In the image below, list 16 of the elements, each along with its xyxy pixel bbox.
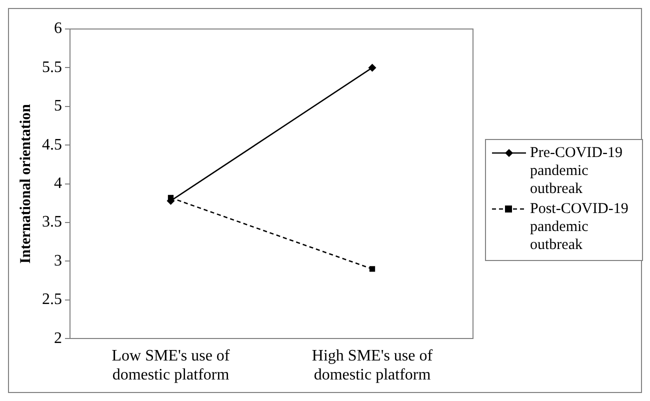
y-tick-label: 5.5: [42, 58, 62, 76]
y-tick-label: 3.5: [42, 214, 62, 231]
y-tick-label: 2.5: [42, 291, 62, 308]
legend-label: Post-COVID-19 pandemic outbreak: [530, 200, 630, 254]
y-tick-label: 4.5: [42, 136, 62, 154]
point: [368, 64, 376, 72]
y-tick-label: 4: [54, 175, 62, 192]
legend-label: Pre-COVID-19 pandemic outbreak: [530, 144, 624, 198]
y-tick-label: 5: [54, 98, 62, 115]
y-axis-title: International orientation: [18, 103, 34, 264]
y-tick-label: 3: [54, 252, 62, 270]
y-tick-label: 6: [54, 20, 62, 38]
y-tick-label: 2: [54, 330, 62, 347]
x-tick-label: Low SME's use of domestic platform: [112, 347, 230, 384]
point: [369, 266, 376, 272]
x-tick-label: High SME's use of domestic platform: [312, 347, 434, 384]
